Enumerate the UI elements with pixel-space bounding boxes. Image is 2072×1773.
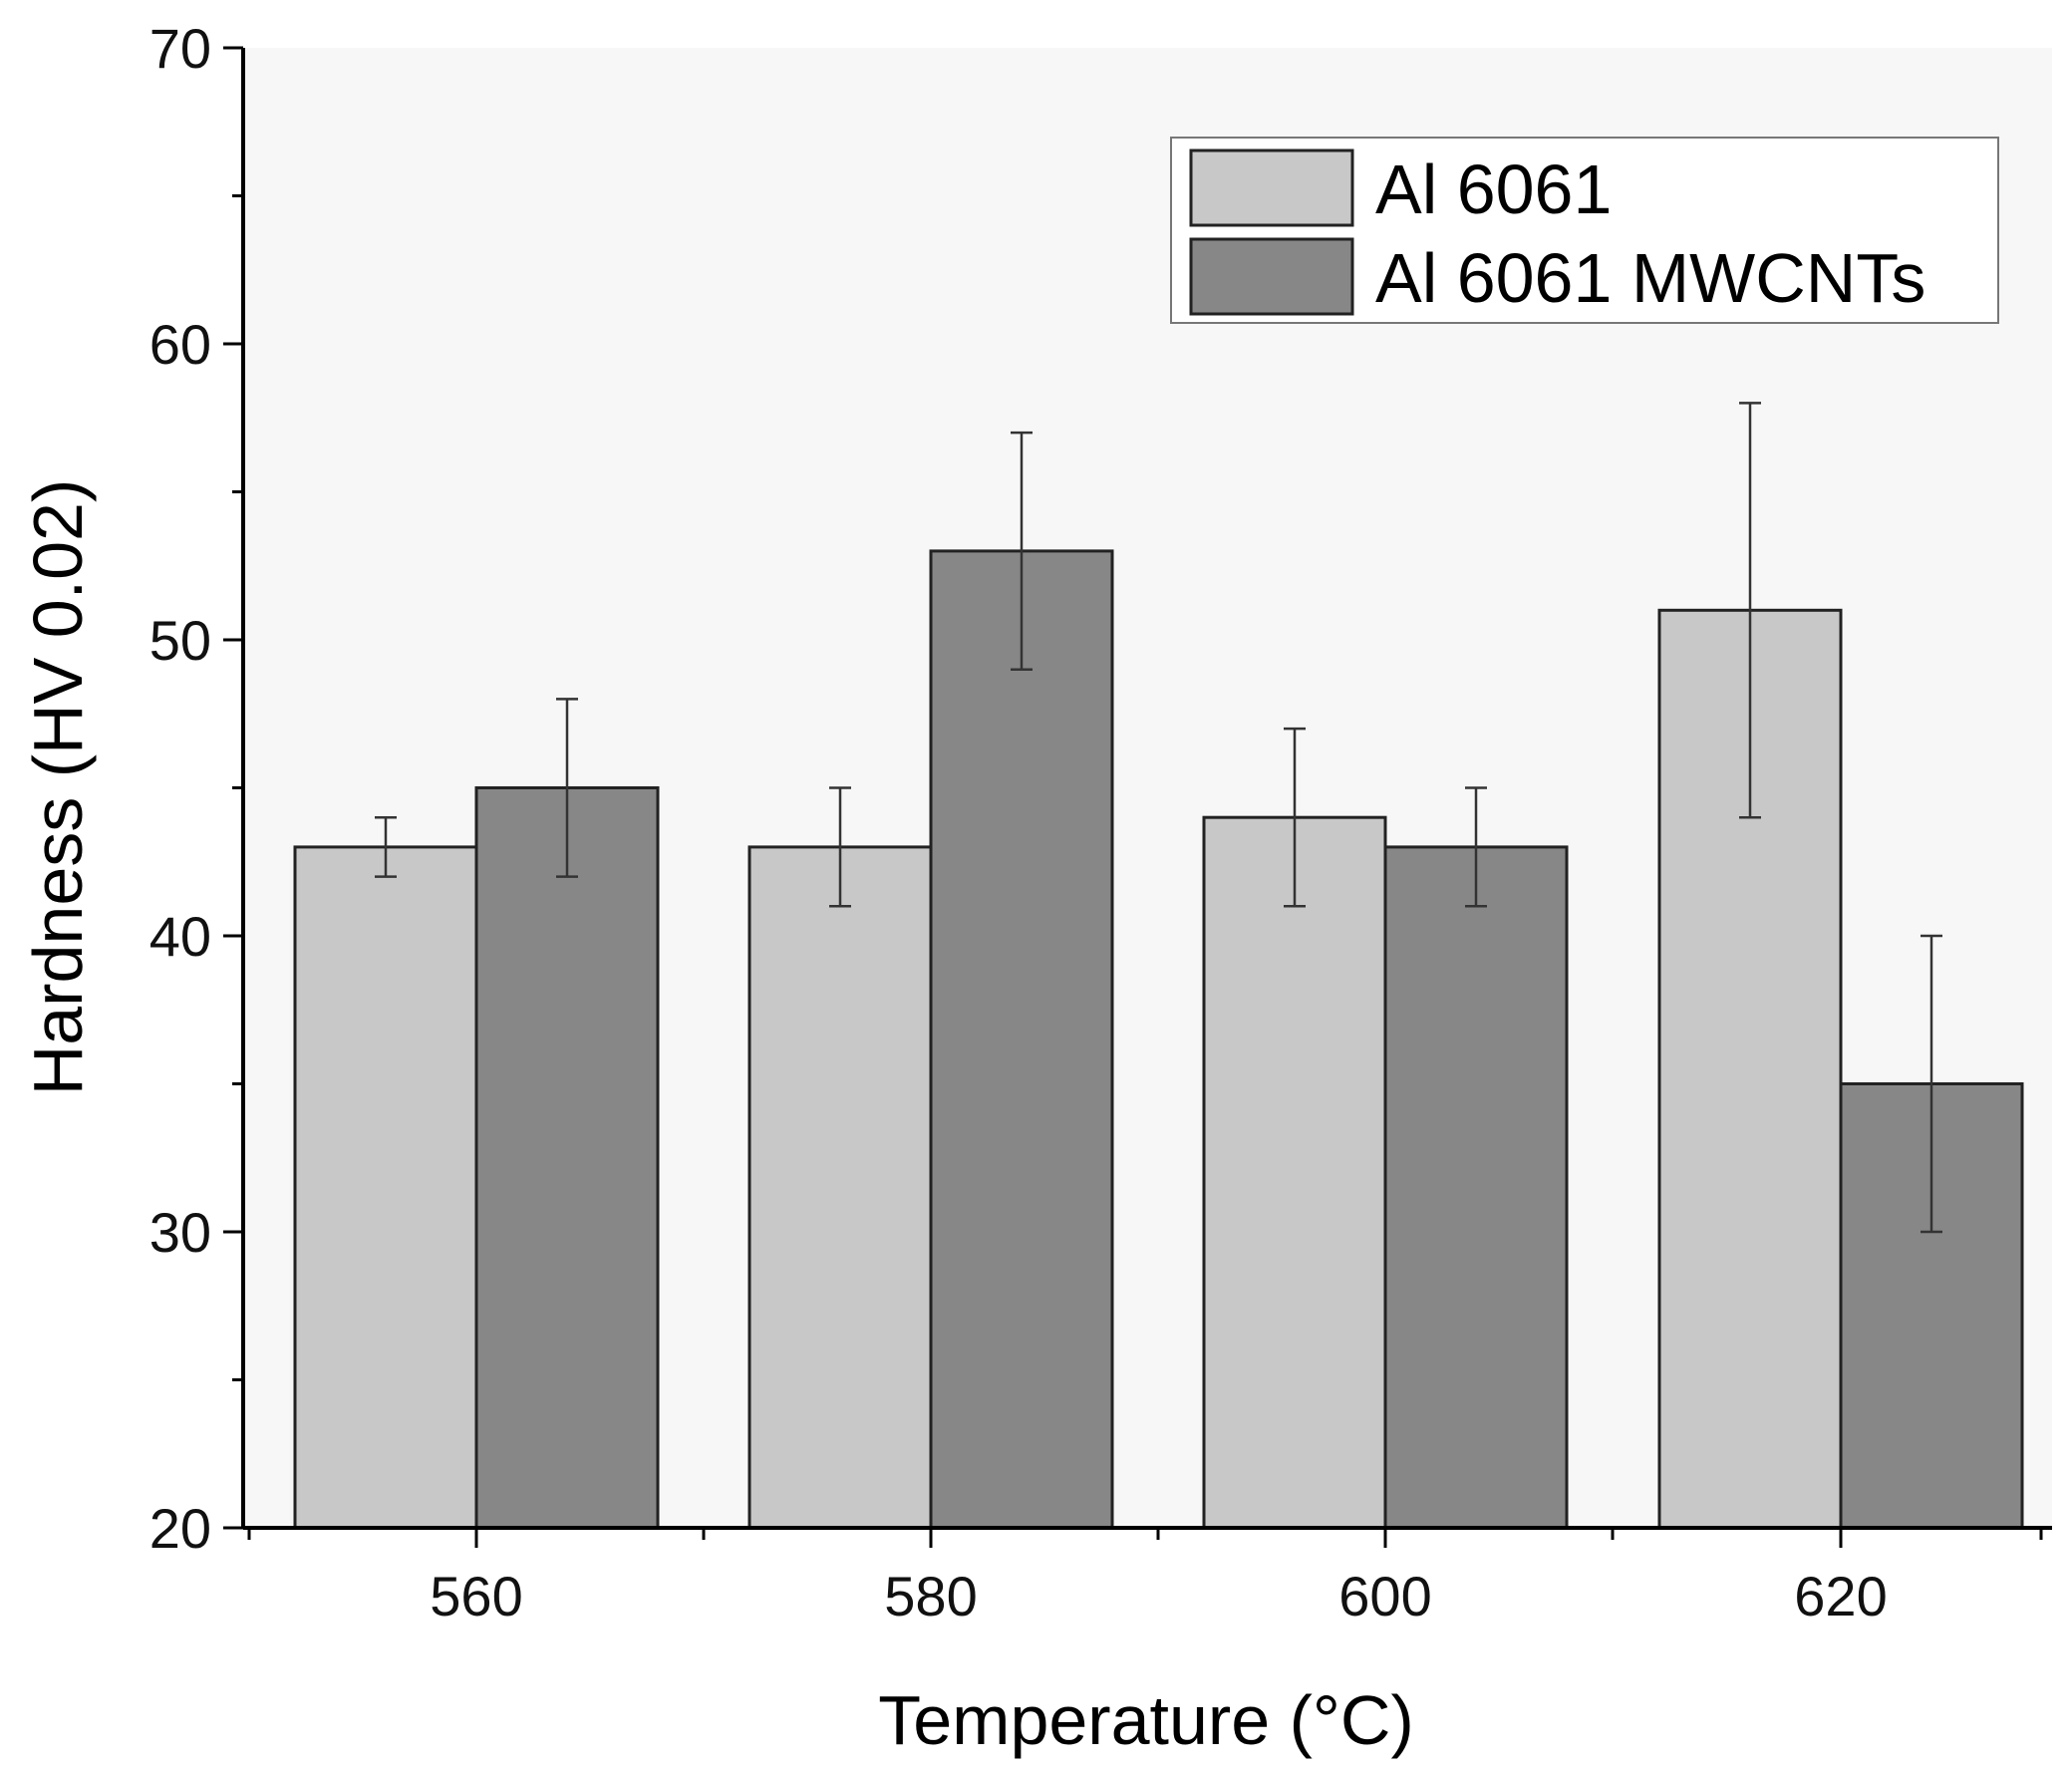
axes-layer: 20 30 40 50 60 70 560 580 600 620 [149, 17, 2052, 1627]
y-tick-label-40: 40 [149, 905, 211, 968]
bar-al6061-580 [747, 845, 933, 1530]
y-tick-label-60: 60 [149, 313, 211, 376]
x-tick-label-560: 560 [430, 1565, 522, 1627]
bar-al6061-600 [1202, 815, 1387, 1530]
error-bars-layer [375, 402, 1942, 1234]
y-tick-label-50: 50 [149, 609, 211, 672]
bar-al6061-560 [293, 845, 478, 1530]
legend-label-al6061: Al 6061 [1375, 150, 1612, 228]
x-axis-title: Temperature (°C) [878, 1681, 1414, 1759]
bar-al6061-mwcnts-580 [929, 549, 1114, 1530]
x-tick-label-600: 600 [1338, 1565, 1431, 1627]
legend-label-al6061-mwcnts: Al 6061 MWCNTs [1375, 239, 1925, 317]
y-tick-label-30: 30 [149, 1201, 211, 1264]
bar-al6061-mwcnts-560 [474, 786, 660, 1530]
bars-layer [293, 549, 2024, 1530]
legend: Al 6061 Al 6061 MWCNTs [1170, 137, 1999, 324]
bar-al6061-mwcnts-600 [1383, 845, 1569, 1530]
x-tick-label-580: 580 [884, 1565, 977, 1627]
y-tick-label-70: 70 [149, 17, 211, 80]
legend-swatch-al6061 [1189, 148, 1354, 227]
y-axis-title: Hardness (HV 0.02) [19, 479, 97, 1096]
legend-swatch-al6061-mwcnts [1189, 237, 1354, 316]
x-tick-label-620: 620 [1794, 1565, 1887, 1627]
y-tick-label-20: 20 [149, 1497, 211, 1560]
